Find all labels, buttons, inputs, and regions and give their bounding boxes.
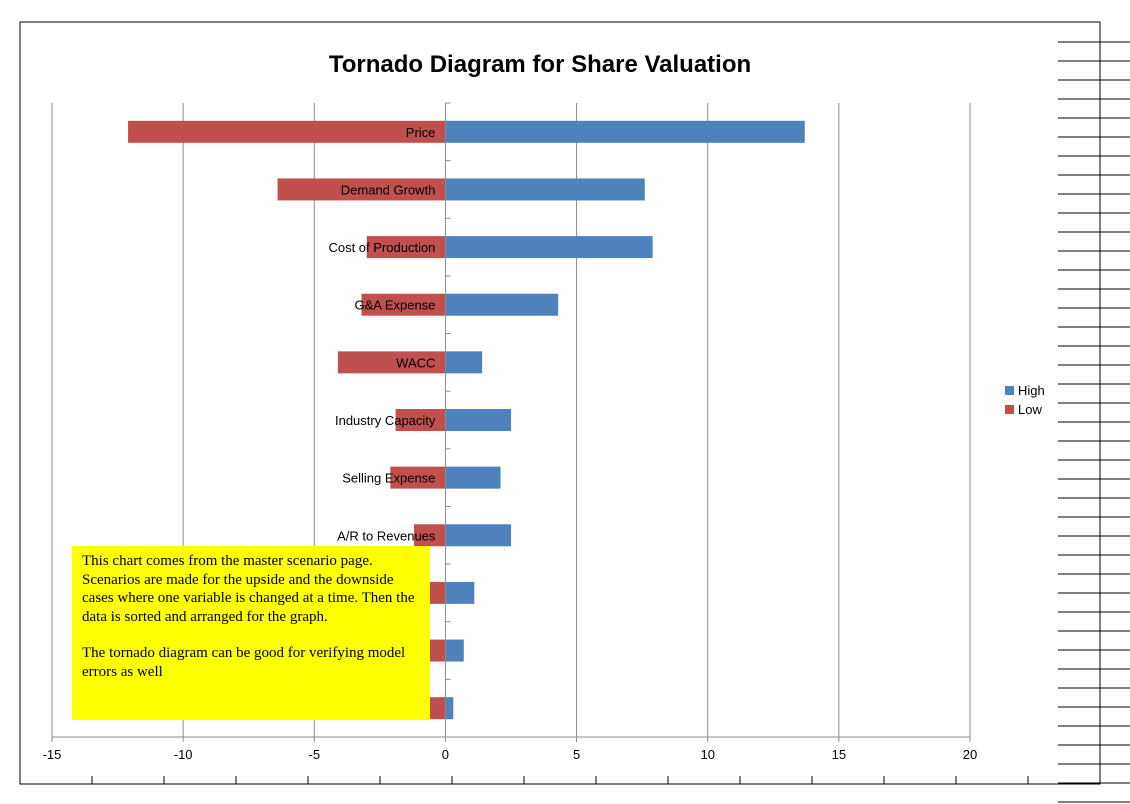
legend-swatch <box>1005 405 1014 414</box>
bar-low <box>429 581 446 604</box>
bar-low <box>429 639 446 662</box>
legend-label: Low <box>1018 402 1042 417</box>
bar-high <box>445 178 645 201</box>
category-labels: Price Demand Growth Cost of Production G&A … <box>328 125 435 543</box>
bar-high <box>445 639 464 662</box>
category-label: Cost of Production <box>328 240 435 255</box>
bar-high <box>445 120 805 143</box>
bar-low <box>277 178 446 201</box>
x-tick-label: 15 <box>832 747 846 762</box>
legend: High Low <box>1005 383 1045 417</box>
spreadsheet-grid-lines <box>1058 41 1130 803</box>
category-label: Industry Capacity <box>335 413 436 428</box>
bar-high <box>445 697 454 720</box>
x-tick-label: -15 <box>43 747 62 762</box>
bars-group <box>128 120 805 720</box>
bar-high <box>445 466 501 489</box>
bar-low <box>390 466 446 489</box>
bar-low <box>429 697 446 720</box>
note-paragraph-1: This chart comes from the master scenari… <box>82 553 415 625</box>
bar-high <box>445 351 483 374</box>
legend-swatch <box>1005 386 1014 395</box>
category-label: Selling Expense <box>342 471 435 486</box>
x-tick-label: 10 <box>700 747 714 762</box>
chart-border <box>19 21 1101 785</box>
x-tick-label: 5 <box>573 747 580 762</box>
category-label: A/R to Revenues <box>337 528 436 543</box>
bar-low <box>413 524 446 547</box>
axes-group: -15 -10 -5 0 5 10 15 20 <box>43 102 1029 784</box>
x-tick-label: -10 <box>174 747 193 762</box>
bar-high <box>445 524 511 547</box>
x-tick-label: 0 <box>442 747 449 762</box>
x-tick-label: -5 <box>309 747 321 762</box>
bar-low <box>366 236 446 259</box>
bar-low <box>128 120 446 143</box>
bar-high <box>445 236 653 259</box>
bar-high <box>445 409 511 431</box>
chart-title: Tornado Diagram for Share Valuation <box>329 51 751 78</box>
category-label: Demand Growth <box>341 182 436 197</box>
x-tick-label: 20 <box>963 747 977 762</box>
category-label: WACC <box>396 355 435 370</box>
bar-high <box>445 293 559 316</box>
bar-low <box>337 351 446 374</box>
bar-high <box>445 581 475 604</box>
category-label: G&A Expense <box>354 298 435 313</box>
category-label: Price <box>406 125 436 140</box>
bar-low <box>361 293 446 316</box>
bar-low <box>395 409 446 431</box>
annotation-note: This chart comes from the master scenari… <box>72 546 430 720</box>
legend-label: High <box>1018 383 1045 398</box>
note-paragraph-2: The tornado diagram can be good for veri… <box>82 645 406 680</box>
